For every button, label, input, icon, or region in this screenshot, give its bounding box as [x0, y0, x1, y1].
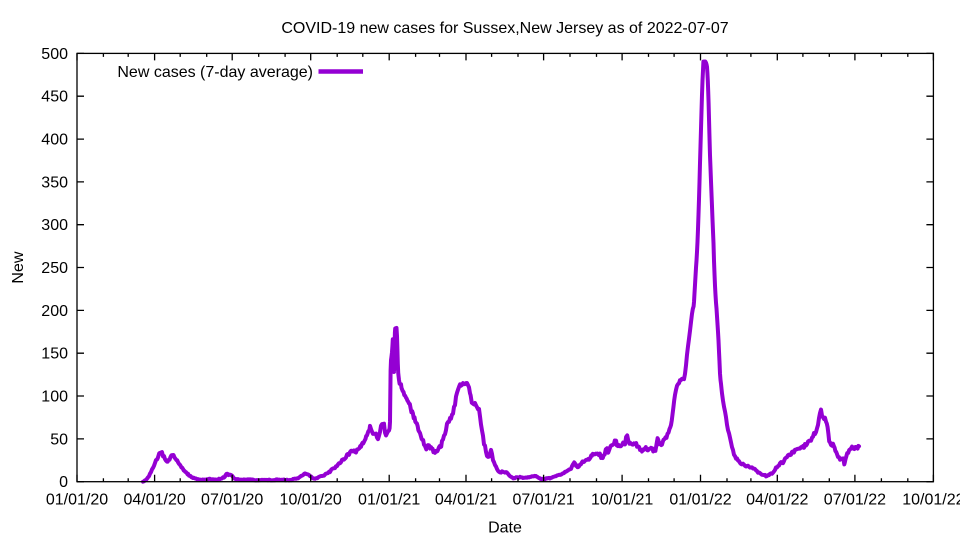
svg-text:350: 350: [41, 174, 68, 191]
svg-text:100: 100: [41, 389, 68, 406]
svg-text:150: 150: [41, 346, 68, 363]
svg-text:50: 50: [50, 431, 68, 448]
svg-text:Date: Date: [488, 520, 522, 537]
svg-text:400: 400: [41, 132, 68, 149]
svg-text:10/01/22: 10/01/22: [902, 492, 960, 509]
svg-text:07/01/22: 07/01/22: [824, 492, 886, 509]
svg-text:07/01/21: 07/01/21: [512, 492, 574, 509]
svg-text:01/01/22: 01/01/22: [669, 492, 731, 509]
svg-text:04/01/22: 04/01/22: [746, 492, 808, 509]
svg-text:10/01/20: 10/01/20: [280, 492, 342, 509]
svg-text:10/01/21: 10/01/21: [591, 492, 653, 509]
svg-text:500: 500: [41, 46, 68, 63]
svg-text:04/01/20: 04/01/20: [123, 492, 185, 509]
svg-text:01/01/21: 01/01/21: [358, 492, 420, 509]
svg-text:04/01/21: 04/01/21: [435, 492, 497, 509]
svg-text:New cases (7-day average): New cases (7-day average): [117, 64, 313, 81]
svg-text:450: 450: [41, 89, 68, 106]
svg-text:New: New: [10, 251, 27, 283]
svg-text:COVID-19 new cases for Sussex,: COVID-19 new cases for Sussex,New Jersey…: [281, 20, 728, 37]
svg-text:0: 0: [59, 474, 68, 491]
svg-text:01/01/20: 01/01/20: [46, 492, 108, 509]
svg-text:07/01/20: 07/01/20: [201, 492, 263, 509]
svg-text:200: 200: [41, 303, 68, 320]
svg-text:300: 300: [41, 217, 68, 234]
svg-text:250: 250: [41, 260, 68, 277]
